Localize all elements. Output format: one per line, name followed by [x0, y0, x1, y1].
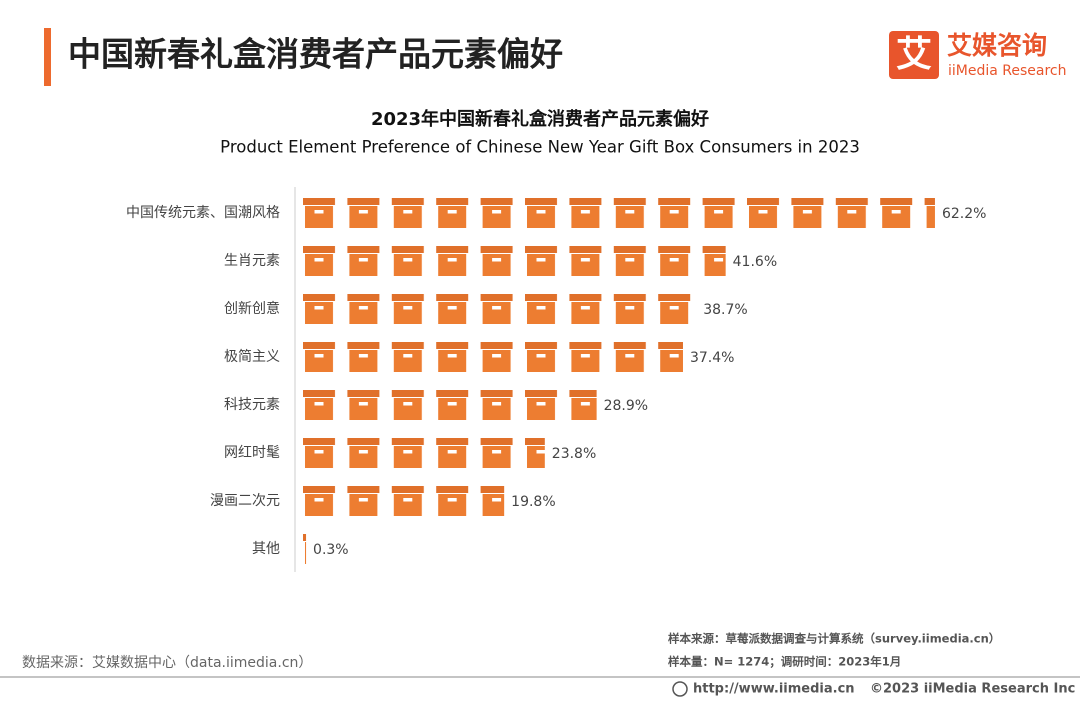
value-label: 23.8% [552, 446, 596, 462]
category-label: 其他 [252, 541, 280, 557]
category-label: 中国传统元素、国潮风格 [126, 205, 280, 221]
category-label: 网红时髦 [224, 445, 280, 461]
data-source: 数据来源：艾媒数据中心（data.iimedia.cn） [22, 655, 312, 671]
bar [303, 342, 683, 372]
logo-name: 艾媒咨询 [947, 31, 1047, 60]
page-title: 中国新春礼盒消费者产品元素偏好 [68, 35, 563, 74]
category-label: 漫画二次元 [210, 493, 280, 509]
bar [303, 486, 505, 516]
category-label: 科技元素 [224, 397, 280, 413]
value-label: 37.4% [690, 350, 734, 366]
title-accent [44, 28, 51, 86]
bar [303, 534, 307, 564]
value-label: 38.7% [703, 302, 747, 318]
category-label: 极简主义 [224, 348, 280, 365]
logo-box [889, 31, 939, 79]
value-label: 62.2% [942, 206, 986, 222]
logo-mark: 艾 [896, 34, 932, 75]
footer-url: http://www.iimedia.cn [693, 682, 855, 697]
bar [303, 438, 545, 468]
chart-subtitle: Product Element Preference of Chinese Ne… [220, 138, 860, 157]
chart-title: 2023年中国新春礼盒消费者产品元素偏好 [371, 108, 709, 130]
value-label: 41.6% [733, 254, 777, 270]
copyright: ©2023 iiMedia Research Inc [870, 682, 1075, 697]
logo-sub: iiMedia Research [948, 63, 1067, 79]
sample-source: 样本来源：草莓派数据调查与计算系统（survey.iimedia.cn） [668, 632, 1000, 646]
bar [303, 198, 935, 228]
bar [303, 390, 597, 420]
globe-icon [672, 681, 688, 697]
category-label: 创新创意 [224, 300, 280, 317]
value-label: 0.3% [313, 542, 349, 558]
bar [303, 246, 726, 276]
value-label: 28.9% [604, 398, 648, 414]
category-label: 生肖元素 [224, 253, 280, 269]
sample-size: 样本量：N= 1274；调研时间：2023年1月 [668, 655, 901, 669]
value-label: 19.8% [511, 494, 555, 510]
bar [303, 294, 697, 324]
